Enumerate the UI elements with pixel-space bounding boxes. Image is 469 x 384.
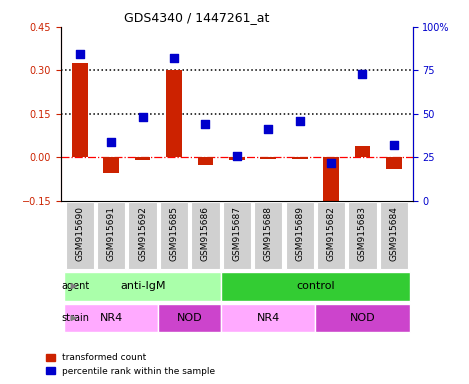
Text: control: control [296,281,335,291]
Bar [323,157,339,208]
Text: agent: agent [61,281,90,291]
Text: GSM915686: GSM915686 [201,206,210,262]
Text: GSM915682: GSM915682 [326,206,335,261]
Text: NR4: NR4 [257,313,280,323]
FancyBboxPatch shape [254,202,282,269]
Point [76,51,83,57]
FancyBboxPatch shape [348,202,377,269]
Text: strain: strain [61,313,90,323]
FancyBboxPatch shape [66,202,94,269]
Text: NR4: NR4 [99,313,123,323]
Text: GDS4340 / 1447261_at: GDS4340 / 1447261_at [124,12,270,25]
Text: GSM915683: GSM915683 [358,206,367,262]
Text: GSM915690: GSM915690 [76,206,84,262]
FancyBboxPatch shape [191,202,219,269]
Point [233,152,241,159]
FancyBboxPatch shape [129,202,157,269]
Bar [135,157,151,160]
Text: GSM915692: GSM915692 [138,206,147,261]
Text: GSM915688: GSM915688 [264,206,273,262]
FancyBboxPatch shape [97,202,125,269]
FancyBboxPatch shape [317,202,345,269]
Point [107,139,115,145]
Text: anti-IgM: anti-IgM [120,281,166,291]
Bar [260,157,276,159]
Bar [229,157,245,160]
FancyBboxPatch shape [160,202,188,269]
FancyBboxPatch shape [315,304,409,333]
Point [139,114,146,120]
Point [202,121,209,127]
Point [359,71,366,77]
Point [265,126,272,132]
Text: GSM915691: GSM915691 [107,206,116,262]
FancyBboxPatch shape [64,272,221,301]
Bar [103,157,119,173]
Bar [166,70,182,157]
Bar [355,146,371,157]
FancyBboxPatch shape [223,202,251,269]
FancyBboxPatch shape [159,304,221,333]
Point [327,159,335,166]
FancyBboxPatch shape [64,304,159,333]
Legend: transformed count, percentile rank within the sample: transformed count, percentile rank withi… [42,350,219,379]
Text: GSM915685: GSM915685 [169,206,179,262]
FancyBboxPatch shape [221,304,315,333]
FancyBboxPatch shape [286,202,314,269]
Point [296,118,303,124]
Text: NOD: NOD [350,313,375,323]
Bar [197,157,213,166]
Point [390,142,398,148]
Bar [72,63,88,157]
Bar [386,157,402,169]
FancyBboxPatch shape [221,272,409,301]
Text: GSM915687: GSM915687 [232,206,242,262]
FancyBboxPatch shape [380,202,408,269]
Text: GSM915689: GSM915689 [295,206,304,262]
Text: NOD: NOD [177,313,203,323]
Text: GSM915684: GSM915684 [389,206,398,261]
Point [170,55,178,61]
Bar [292,157,308,159]
